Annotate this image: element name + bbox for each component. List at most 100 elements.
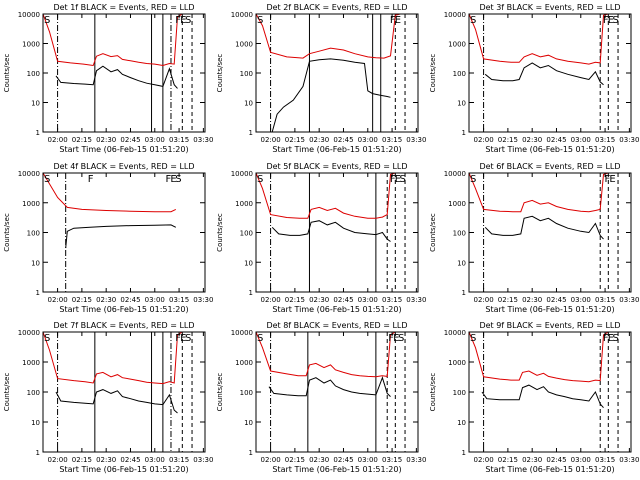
- plot-frame: [468, 13, 632, 133]
- x-tick-label: 02:00: [473, 136, 493, 144]
- marker-label: E: [393, 333, 399, 344]
- x-tick-label: 02:45: [333, 456, 353, 464]
- x-tick-label: 03:00: [571, 456, 591, 464]
- x-tick-label: 03:30: [406, 296, 426, 304]
- marker-label: F: [390, 174, 396, 185]
- x-tick-label: 02:00: [260, 136, 280, 144]
- plot-title: Det 5f BLACK = Events, RED = LLD: [266, 162, 407, 171]
- plot-title: Det 4f BLACK = Events, RED = LLD: [53, 162, 194, 171]
- x-tick-label: 03:30: [193, 136, 213, 144]
- events-line: [481, 384, 604, 409]
- x-axis-label: Start Time (06-Feb-15 01:51:20): [59, 305, 188, 314]
- x-tick-label: 03:00: [571, 136, 591, 144]
- y-tick-label: 100: [240, 70, 253, 78]
- plot-frame: [42, 331, 206, 453]
- x-tick-label: 03:30: [619, 136, 639, 144]
- y-tick-label: 1000: [448, 41, 466, 49]
- y-tick-label: 10000: [231, 170, 253, 178]
- marker-label: E: [180, 15, 186, 26]
- marker-label: S: [257, 15, 263, 26]
- y-tick-label: 100: [27, 70, 40, 78]
- y-tick-label: 1000: [448, 200, 466, 208]
- y-tick-label: 10000: [18, 11, 40, 19]
- y-axis-label: Counts/sec: [429, 373, 437, 412]
- x-tick-label: 03:00: [145, 296, 165, 304]
- events-line: [268, 376, 391, 397]
- x-axis-label: Start Time (06-Feb-15 01:51:20): [272, 145, 401, 154]
- marker-label: F: [603, 15, 609, 26]
- y-tick-label: 10000: [444, 170, 466, 178]
- detector-plot-5: Det 5f BLACK = Events, RED = LLD 1 10 100 10…: [216, 162, 426, 314]
- x-tick-label: 02:45: [546, 456, 566, 464]
- y-tick-label: 1000: [22, 359, 40, 367]
- events-line: [271, 220, 391, 242]
- x-tick-label: 03:30: [619, 296, 639, 304]
- lld-line: [468, 13, 614, 65]
- x-tick-label: 03:00: [358, 456, 378, 464]
- y-tick-label: 1: [36, 289, 40, 297]
- y-tick-label: 100: [453, 389, 466, 397]
- y-tick-label: 1000: [235, 359, 253, 367]
- marker-label: F: [175, 15, 181, 26]
- x-axis-label: Start Time (06-Feb-15 01:51:20): [272, 465, 401, 474]
- marker-label: S: [44, 15, 50, 26]
- x-tick-label: 02:30: [522, 456, 542, 464]
- y-tick-label: 1: [249, 289, 253, 297]
- x-tick-label: 02:45: [120, 136, 140, 144]
- plot-title: Det 2f BLACK = Events, RED = LLD: [266, 3, 407, 12]
- y-tick-label: 10000: [231, 329, 253, 337]
- y-tick-label: 10000: [231, 11, 253, 19]
- x-tick-label: 03:30: [193, 456, 213, 464]
- lld-line: [468, 172, 614, 213]
- x-tick-label: 02:30: [522, 296, 542, 304]
- x-tick-label: 03:30: [193, 296, 213, 304]
- x-tick-label: 02:15: [285, 456, 305, 464]
- y-tick-label: 100: [453, 70, 466, 78]
- lld-line: [42, 172, 177, 213]
- lld-line: [255, 13, 401, 59]
- marker-label: E: [170, 174, 176, 185]
- x-tick-label: 03:30: [619, 456, 639, 464]
- y-tick-label: 1000: [22, 41, 40, 49]
- x-axis-label: Start Time (06-Feb-15 01:51:20): [485, 305, 614, 314]
- x-tick-label: 03:30: [406, 456, 426, 464]
- x-tick-label: 03:15: [595, 296, 615, 304]
- y-axis-label: Counts/sec: [429, 54, 437, 93]
- detector-plot-9: Det 9f BLACK = Events, RED = LLD 1 10 100 10…: [429, 321, 639, 474]
- detector-plot-1: Det 1f BLACK = Events, RED = LLD 1 10 100 10…: [3, 3, 213, 154]
- x-tick-label: 02:30: [96, 296, 116, 304]
- x-axis-label: Start Time (06-Feb-15 01:51:20): [59, 465, 188, 474]
- marker-label: S: [470, 15, 476, 26]
- plot-title: Det 3f BLACK = Events, RED = LLD: [479, 3, 620, 12]
- x-tick-label: 02:00: [47, 136, 67, 144]
- plot-title: Det 9f BLACK = Events, RED = LLD: [479, 321, 620, 330]
- marker-label: S: [44, 333, 50, 344]
- plot-frame: [255, 331, 419, 453]
- x-axis-label: Start Time (06-Feb-15 01:51:20): [59, 145, 188, 154]
- plot-title: Det 8f BLACK = Events, RED = LLD: [266, 321, 407, 330]
- x-tick-label: 03:15: [169, 296, 189, 304]
- marker-label: F: [88, 174, 94, 185]
- y-tick-label: 10: [31, 100, 40, 108]
- x-tick-label: 02:30: [522, 136, 542, 144]
- x-axis-label: Start Time (06-Feb-15 01:51:20): [485, 465, 614, 474]
- lld-line: [42, 13, 186, 67]
- detector-plot-8: Det 8f BLACK = Events, RED = LLD 1 10 100 10…: [216, 321, 426, 474]
- y-tick-label: 10000: [18, 329, 40, 337]
- marker-label: E: [180, 333, 186, 344]
- x-tick-label: 02:15: [72, 296, 92, 304]
- y-axis-label: Counts/sec: [3, 213, 11, 252]
- x-tick-label: 02:45: [546, 296, 566, 304]
- x-tick-label: 02:45: [333, 296, 353, 304]
- marker-label: F: [390, 15, 396, 26]
- y-tick-label: 1000: [22, 200, 40, 208]
- detector-plot-7: Det 7f BLACK = Events, RED = LLD 1 10 100 10…: [3, 321, 213, 474]
- x-tick-label: 02:00: [260, 456, 280, 464]
- marker-label: S: [257, 333, 263, 344]
- x-tick-label: 03:15: [382, 456, 402, 464]
- x-tick-label: 03:15: [169, 456, 189, 464]
- x-tick-label: 02:00: [260, 296, 280, 304]
- marker-label: S: [44, 174, 50, 185]
- x-tick-label: 02:00: [47, 296, 67, 304]
- marker-label: S: [613, 333, 619, 344]
